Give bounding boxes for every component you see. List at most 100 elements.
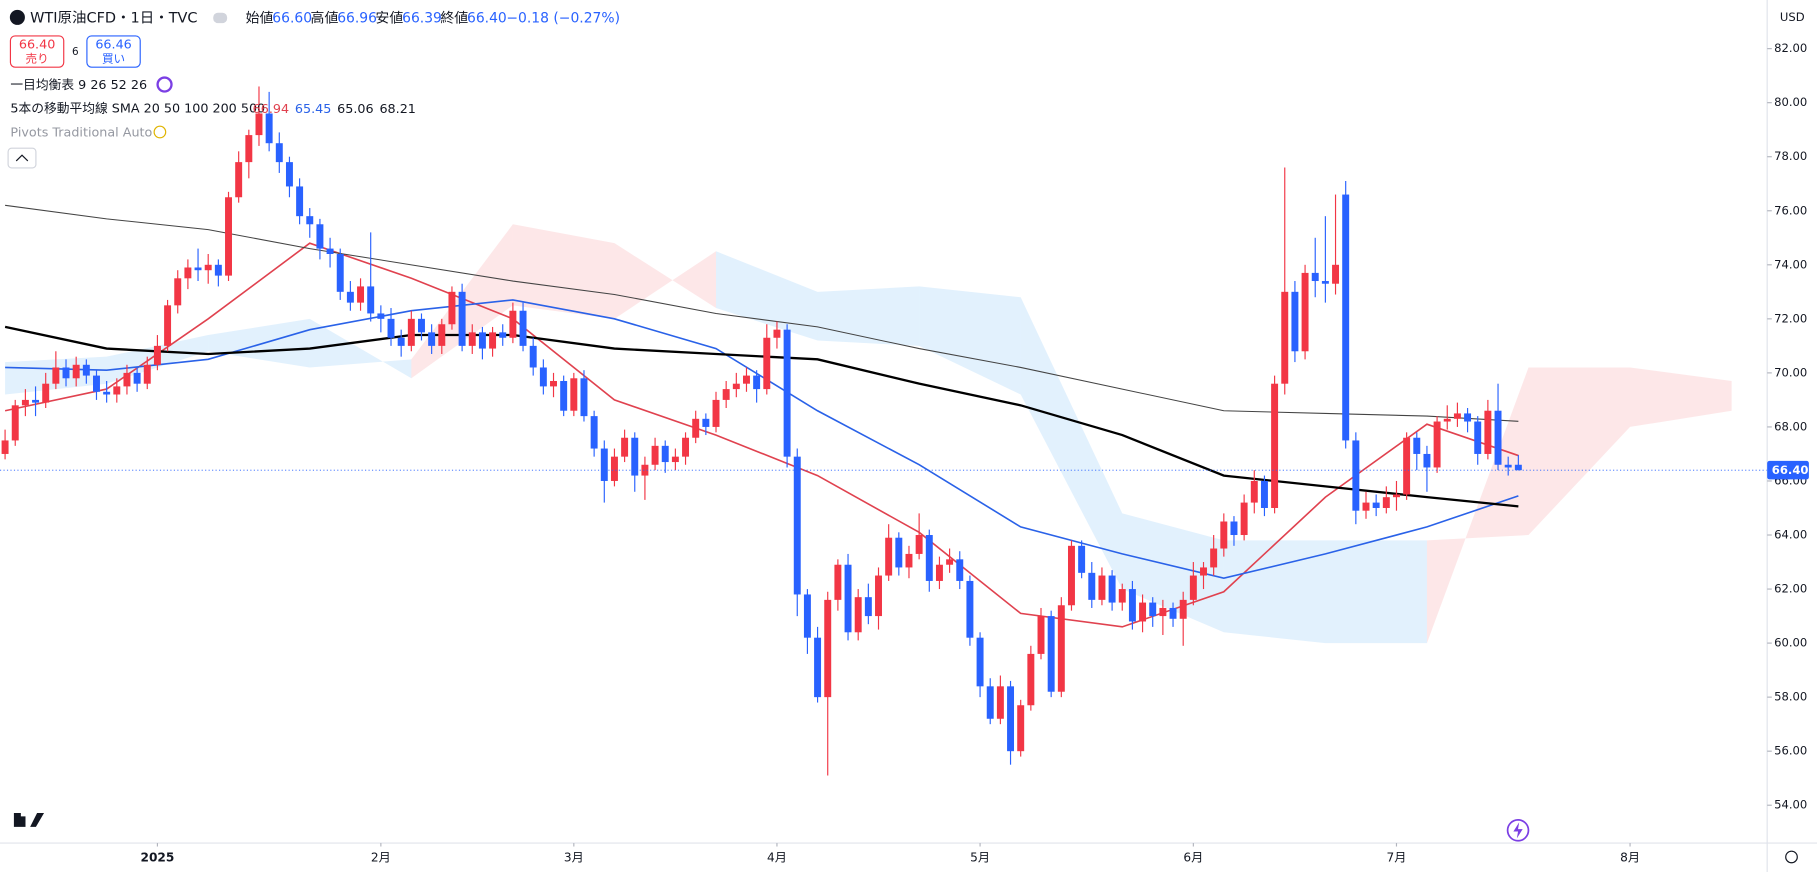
candle-body (245, 135, 253, 163)
candle-body (1291, 291, 1299, 352)
candle-body (1382, 497, 1390, 508)
candle-body (1321, 281, 1329, 284)
settings-icon[interactable] (1785, 850, 1798, 864)
candle-body (814, 637, 822, 698)
candle-body (1433, 421, 1441, 468)
candle-body (1453, 413, 1461, 419)
tv-logo[interactable] (13, 812, 45, 827)
candle-body (753, 375, 761, 390)
candle-body (1423, 453, 1431, 468)
candle-body (1118, 589, 1126, 603)
candle-body (489, 332, 497, 349)
y-tick-label: 68.00 (1774, 419, 1807, 433)
collapse-button[interactable] (7, 147, 37, 169)
candle-body (519, 310, 527, 346)
candle-body (306, 216, 314, 225)
candle-body (1413, 437, 1421, 454)
candle-body (854, 597, 862, 633)
candle-body (225, 197, 232, 276)
plot-area (0, 86, 1768, 776)
candle-body (143, 364, 151, 384)
candle-body (915, 535, 923, 554)
sell-button[interactable] (9, 35, 65, 68)
ichimoku-cloud (1020, 297, 1123, 590)
x-tick-label: 7月 (1387, 851, 1407, 865)
y-tick-label: 74.00 (1774, 257, 1807, 271)
candle-body (1179, 599, 1187, 619)
candle-body (326, 248, 334, 254)
candle-body (1352, 440, 1360, 511)
candle-body (1, 440, 9, 454)
candle-body (834, 564, 842, 600)
candle-body (428, 332, 436, 346)
buy-button[interactable] (86, 35, 141, 68)
candle-body (133, 372, 141, 384)
candle-body (641, 464, 649, 476)
candle-body (418, 318, 425, 333)
candle-body (702, 418, 710, 427)
candle-body (32, 399, 40, 403)
candle-body (1128, 589, 1136, 622)
currency[interactable]: USD (1780, 10, 1805, 24)
flash-icon[interactable] (1506, 819, 1530, 842)
candle-body (499, 332, 507, 338)
candle-body (661, 445, 669, 463)
candle-body (905, 553, 913, 568)
candle-body (732, 383, 740, 390)
candle-body (550, 380, 557, 387)
candle-body (1474, 421, 1482, 454)
candle-body (763, 337, 771, 390)
candle-body (570, 378, 578, 411)
candle-body (1281, 291, 1289, 384)
candle-body (62, 367, 70, 379)
collapse-icon[interactable] (213, 12, 228, 24)
last-price-box (1767, 460, 1809, 480)
last-price-label: 66.40 (1772, 463, 1809, 477)
hidden-icon[interactable] (153, 125, 167, 139)
ohlc-value: 66.40 (467, 11, 507, 27)
indicator-pivots[interactable]: Pivots Traditional Auto (10, 126, 152, 141)
x-tick-label: 2月 (371, 851, 391, 865)
candle-body (946, 559, 954, 565)
sma-values: 66.94 65.45 65.06 68.21 (253, 101, 416, 116)
candle-body (631, 437, 639, 476)
candle-body (296, 186, 304, 217)
candle-body (184, 267, 192, 279)
candle-body (1230, 521, 1238, 536)
candle-body (895, 537, 903, 568)
candle-body (1332, 264, 1340, 284)
candle-body (1159, 607, 1167, 617)
ohlc-label: 終値 (440, 11, 468, 27)
candle-body (743, 375, 750, 384)
ichimoku-cloud (1426, 367, 1529, 644)
ichimoku-cloud (919, 286, 1021, 395)
symbol-title: WTI原油CFD・1日・TVC (30, 10, 197, 27)
y-tick-label: 82.00 (1774, 41, 1807, 55)
candle-body (1372, 502, 1380, 508)
candle-body (113, 386, 121, 395)
sma-value: 66.94 (253, 101, 289, 116)
candle-body (539, 367, 547, 387)
indicator-ichimoku[interactable]: 一目均衡表 9 26 52 26 (10, 78, 147, 93)
candle-body (164, 305, 172, 346)
ohlc-value: 66.96 (337, 11, 377, 27)
buy-price: 66.46 (95, 38, 131, 53)
candle-body (1139, 602, 1147, 622)
ichimoku-cloud (716, 251, 818, 341)
sma-value: 68.21 (379, 101, 415, 116)
header: WTI原油CFD・1日・TVC 始値 66.60 高値 66.96 安値 66.… (7, 10, 620, 169)
y-tick-label: 60.00 (1774, 636, 1807, 650)
chevron (15, 154, 29, 162)
candle-body (42, 383, 50, 403)
candle-body (336, 253, 344, 292)
candle-body (976, 637, 984, 687)
indicator-sma[interactable]: 5本の移動平均線 SMA 20 50 100 200 500 (10, 100, 265, 116)
candle-body (966, 580, 974, 638)
y-tick-label: 72.00 (1774, 311, 1807, 325)
candle-body (1149, 602, 1157, 617)
spread: 6 (72, 46, 79, 58)
candle-body (1392, 494, 1400, 498)
candle-body (265, 113, 273, 144)
moving-average (4, 242, 1519, 628)
candle-body (1037, 616, 1045, 654)
